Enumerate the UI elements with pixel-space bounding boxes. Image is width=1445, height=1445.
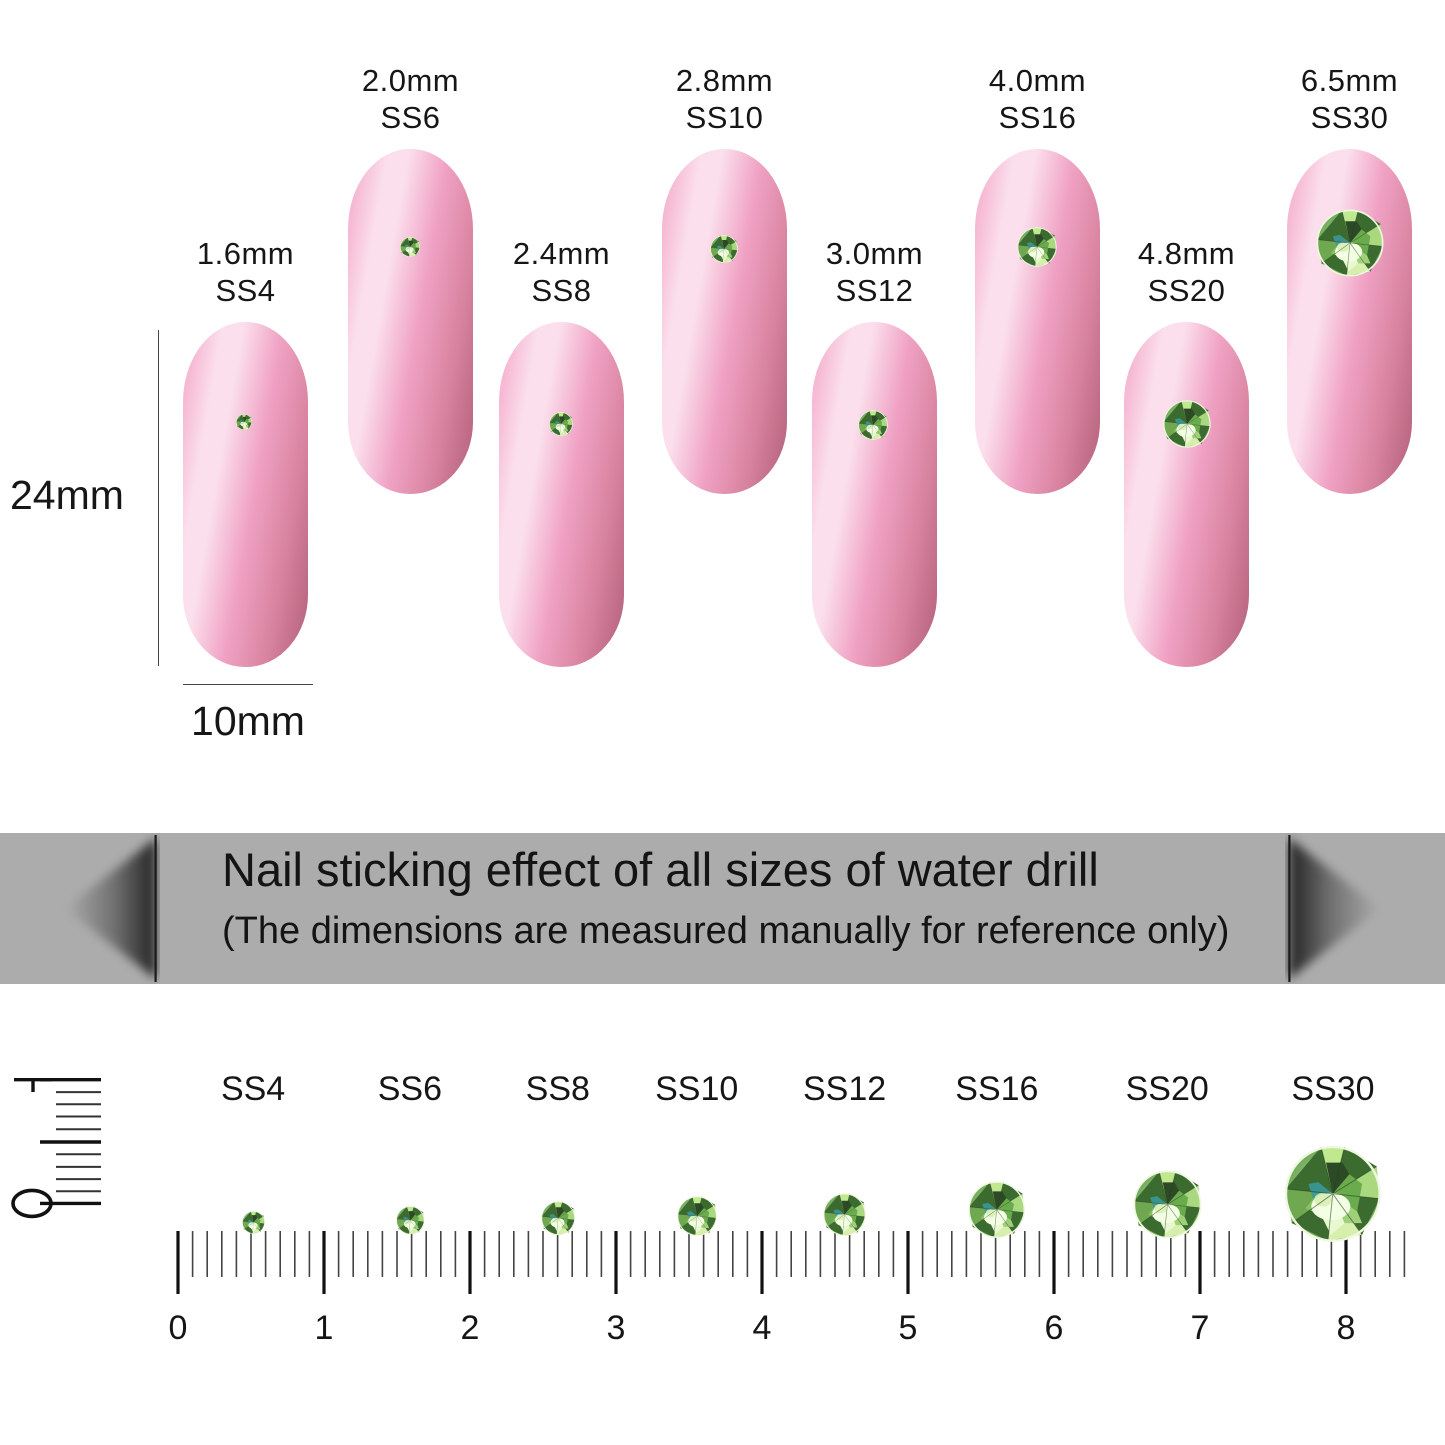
svg-text:0: 0 [169,1309,188,1347]
svg-text:1: 1 [315,1309,334,1347]
svg-text:7: 7 [1191,1309,1210,1347]
svg-text:4: 4 [753,1309,772,1347]
svg-text:3: 3 [607,1309,626,1347]
svg-text:5: 5 [899,1309,918,1347]
svg-text:6: 6 [1045,1309,1064,1347]
svg-text:2: 2 [461,1309,480,1347]
svg-text:8: 8 [1337,1309,1356,1347]
